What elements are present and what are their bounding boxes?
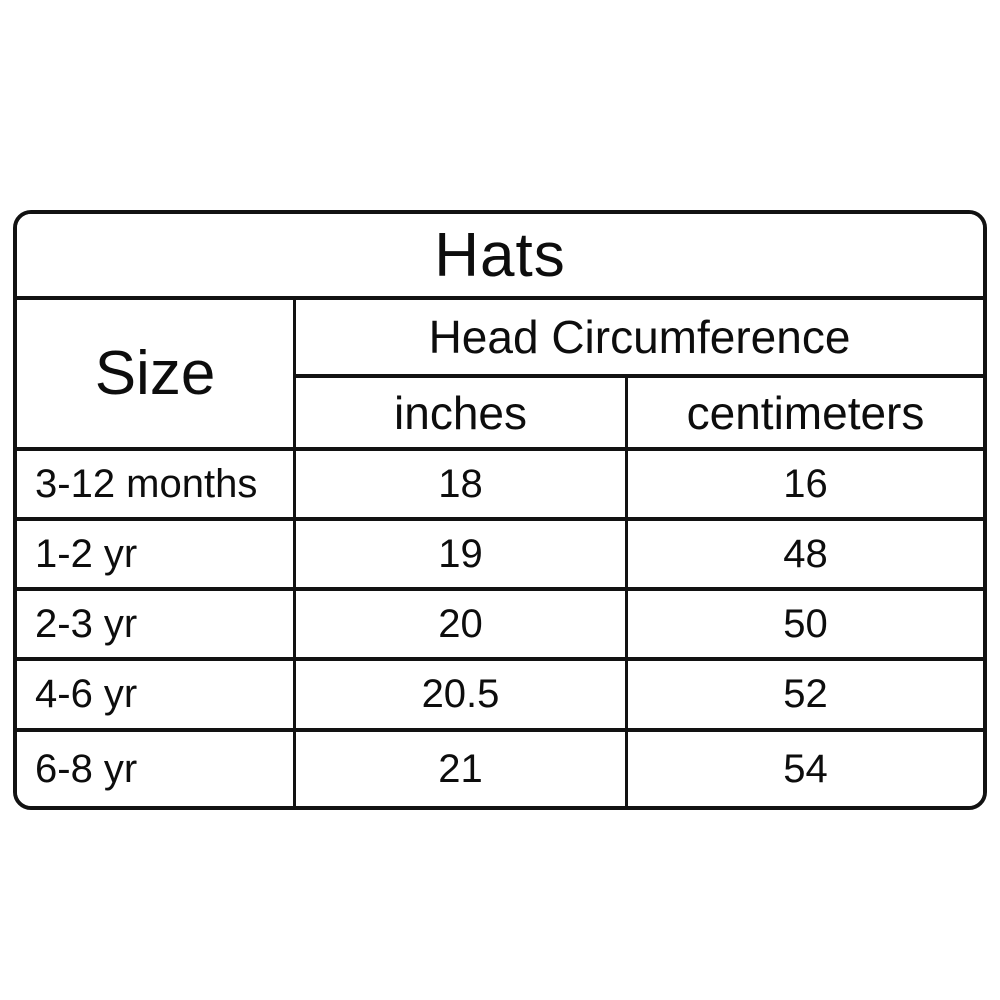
column-header-centimeters: centimeters — [628, 378, 983, 451]
row-inches-value: 20 — [296, 591, 628, 661]
row-centimeters-value: 16 — [628, 451, 983, 521]
table-title: Hats — [17, 214, 983, 300]
row-centimeters-value: 54 — [628, 732, 983, 806]
row-inches-value: 18 — [296, 451, 628, 521]
group-header-head-circumference: Head Circumference — [296, 300, 983, 378]
row-inches-value: 20.5 — [296, 661, 628, 732]
row-inches-value: 21 — [296, 732, 628, 806]
row-centimeters-value: 48 — [628, 521, 983, 591]
row-centimeters-value: 52 — [628, 661, 983, 732]
row-size-label: 6-8 yr — [17, 732, 296, 806]
row-size-label: 3-12 months — [17, 451, 296, 521]
column-header-size: Size — [17, 300, 296, 451]
row-size-label: 4-6 yr — [17, 661, 296, 732]
row-size-label: 1-2 yr — [17, 521, 296, 591]
row-centimeters-value: 50 — [628, 591, 983, 661]
hat-size-chart-table: Hats Size Head Circumference inches cent… — [13, 210, 987, 810]
column-header-inches: inches — [296, 378, 628, 451]
row-inches-value: 19 — [296, 521, 628, 591]
row-size-label: 2-3 yr — [17, 591, 296, 661]
